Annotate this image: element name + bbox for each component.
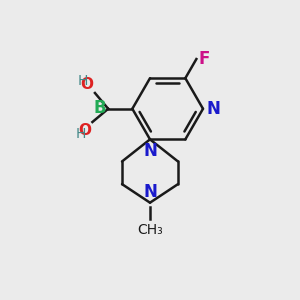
Text: F: F <box>199 50 210 68</box>
Text: H: H <box>76 127 86 141</box>
Text: N: N <box>143 183 157 201</box>
Text: H: H <box>78 74 88 88</box>
Text: N: N <box>206 100 220 118</box>
Text: O: O <box>80 76 94 92</box>
Text: O: O <box>78 124 91 139</box>
Text: N: N <box>143 142 157 160</box>
Text: B: B <box>93 99 106 117</box>
Text: CH₃: CH₃ <box>137 223 163 237</box>
